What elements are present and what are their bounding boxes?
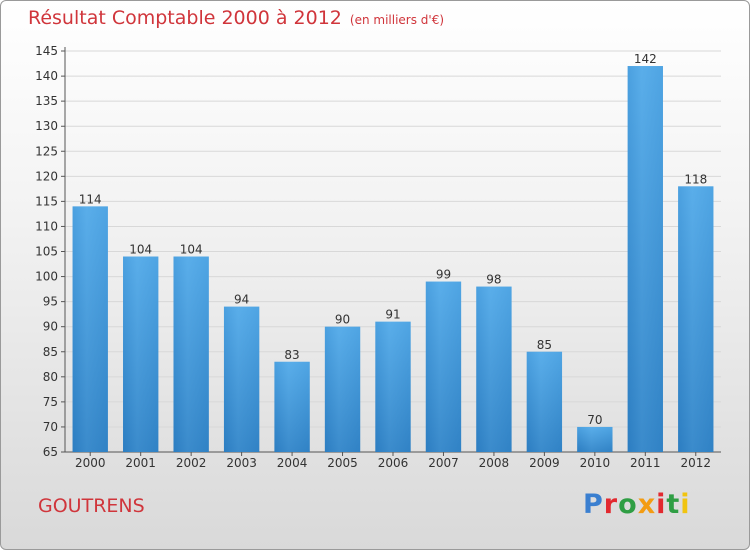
x-tick-label: 2002 [176, 456, 207, 470]
logo-letter: i [680, 489, 691, 520]
data-label: 118 [684, 172, 707, 186]
data-label: 98 [486, 273, 501, 287]
y-tick-label: 135 [35, 94, 58, 108]
data-label: 83 [284, 348, 299, 362]
unit-note: (en milliers d'€) [349, 13, 445, 27]
bar-shine [173, 256, 209, 452]
data-label: 104 [180, 243, 203, 257]
x-tick-label: 2010 [580, 456, 611, 470]
y-tick-label: 75 [43, 395, 58, 409]
y-tick-label: 95 [43, 295, 58, 309]
chart-title: Résultat Comptable 2000 à 2012 (en millie… [28, 7, 444, 29]
bar-shine [577, 426, 613, 452]
y-tick-label: 130 [35, 119, 58, 133]
bar-shine [627, 66, 663, 452]
y-tick-label: 105 [35, 245, 58, 259]
bar-shine [375, 321, 411, 452]
y-tick-label: 70 [43, 420, 58, 434]
title-text: Résultat Comptable 2000 à 2012 [28, 7, 342, 29]
bar-shine [223, 306, 260, 452]
x-tick-label: 2007 [428, 456, 459, 470]
logo-letter: r [603, 489, 619, 520]
data-label: 94 [234, 293, 249, 307]
x-tick-label: 2012 [680, 456, 711, 470]
x-tick-label: 2008 [479, 456, 510, 470]
logo-letter: P [583, 489, 604, 520]
town-name: GOUTRENS [38, 495, 145, 517]
logo-letter: o [618, 489, 638, 520]
y-tick-label: 85 [43, 345, 58, 359]
data-label: 91 [385, 308, 400, 322]
data-label: 114 [79, 192, 102, 206]
y-tick-label: 140 [35, 69, 58, 83]
data-label: 142 [634, 52, 657, 66]
logo-letter: x [637, 489, 657, 520]
y-tick-label: 100 [35, 270, 58, 284]
y-tick-label: 115 [35, 194, 58, 208]
bar-shine [274, 361, 310, 452]
bar-shine [476, 286, 512, 452]
x-tick-label: 2003 [226, 456, 257, 470]
logo-letter: t [666, 489, 681, 520]
logo-letter: i [656, 489, 667, 520]
x-tick-label: 2000 [75, 456, 106, 470]
x-tick-label: 2004 [277, 456, 308, 470]
bar-shine [324, 326, 361, 452]
data-label: 104 [129, 243, 152, 257]
x-tick-label: 2009 [529, 456, 560, 470]
data-label: 85 [537, 338, 552, 352]
data-label: 99 [436, 268, 451, 282]
y-tick-label: 120 [35, 169, 58, 183]
y-tick-label: 90 [43, 320, 58, 334]
x-tick-label: 2011 [630, 456, 661, 470]
bar-shine [425, 281, 462, 452]
bar-shine [72, 206, 108, 452]
y-tick-label: 125 [35, 144, 58, 158]
proxiti-logo[interactable]: Proxiti [583, 489, 691, 520]
bar-shine [123, 256, 159, 452]
bar-shine [678, 186, 714, 452]
y-tick-label: 65 [43, 445, 58, 459]
x-tick-label: 2005 [327, 456, 358, 470]
bar-shine [526, 351, 563, 452]
x-tick-label: 2006 [378, 456, 409, 470]
data-label: 90 [335, 313, 350, 327]
y-tick-label: 80 [43, 370, 58, 384]
y-tick-label: 145 [35, 44, 58, 58]
x-tick-label: 2001 [125, 456, 156, 470]
y-tick-label: 110 [35, 219, 58, 233]
data-label: 70 [587, 413, 602, 427]
